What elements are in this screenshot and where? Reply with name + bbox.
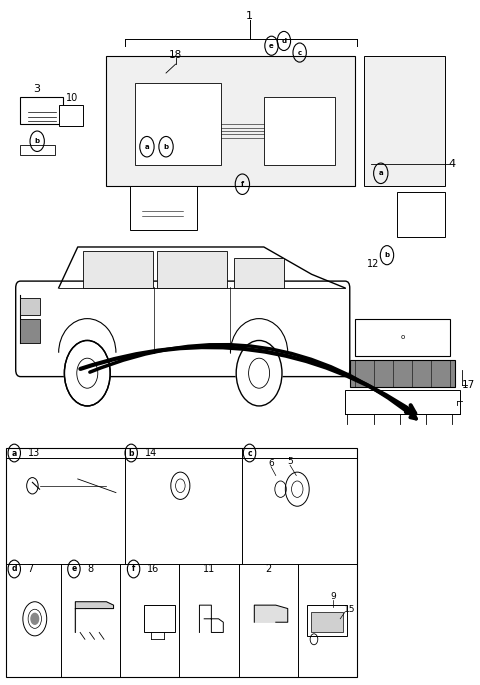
- Circle shape: [64, 340, 110, 406]
- Text: 9: 9: [330, 592, 336, 601]
- Bar: [6, 448, 357, 677]
- Text: f: f: [132, 564, 135, 573]
- FancyBboxPatch shape: [234, 258, 284, 288]
- FancyBboxPatch shape: [16, 281, 350, 377]
- FancyBboxPatch shape: [307, 605, 348, 636]
- Text: 10: 10: [66, 93, 78, 103]
- FancyBboxPatch shape: [397, 192, 445, 237]
- Text: e: e: [72, 564, 76, 573]
- FancyBboxPatch shape: [350, 360, 455, 387]
- Text: c: c: [247, 449, 252, 458]
- Text: f: f: [241, 182, 244, 187]
- FancyArrowPatch shape: [80, 347, 415, 413]
- FancyBboxPatch shape: [144, 605, 175, 632]
- FancyBboxPatch shape: [59, 105, 83, 125]
- Text: d: d: [281, 38, 287, 44]
- FancyBboxPatch shape: [107, 56, 355, 186]
- FancyBboxPatch shape: [21, 298, 39, 315]
- FancyBboxPatch shape: [84, 251, 153, 288]
- Text: 2: 2: [265, 564, 272, 574]
- FancyBboxPatch shape: [21, 97, 63, 124]
- FancyBboxPatch shape: [345, 390, 459, 414]
- FancyBboxPatch shape: [21, 319, 39, 342]
- FancyBboxPatch shape: [364, 56, 445, 186]
- Text: 8: 8: [87, 564, 94, 574]
- Text: b: b: [384, 252, 390, 258]
- Text: e: e: [269, 42, 274, 49]
- Text: 6: 6: [268, 460, 274, 469]
- Text: 16: 16: [147, 564, 159, 574]
- FancyBboxPatch shape: [157, 251, 227, 288]
- FancyBboxPatch shape: [130, 186, 197, 230]
- Text: c: c: [298, 49, 302, 55]
- Text: 18: 18: [169, 49, 182, 60]
- Text: 15: 15: [344, 606, 356, 614]
- Text: o: o: [400, 334, 404, 340]
- Text: 11: 11: [203, 564, 215, 574]
- Text: 14: 14: [144, 448, 157, 458]
- Text: 17: 17: [461, 379, 475, 390]
- FancyBboxPatch shape: [311, 612, 343, 632]
- Text: 3: 3: [34, 84, 41, 94]
- Text: b: b: [35, 138, 40, 145]
- FancyBboxPatch shape: [20, 145, 55, 155]
- FancyBboxPatch shape: [355, 319, 450, 356]
- Text: 5: 5: [287, 458, 293, 466]
- Circle shape: [236, 340, 282, 406]
- FancyBboxPatch shape: [135, 84, 221, 165]
- Text: d: d: [12, 564, 17, 573]
- Text: 13: 13: [28, 448, 40, 458]
- Text: 12: 12: [367, 259, 379, 269]
- Text: 4: 4: [449, 159, 456, 169]
- Circle shape: [31, 613, 38, 624]
- Text: 7: 7: [28, 564, 34, 574]
- Polygon shape: [254, 605, 288, 622]
- Text: b: b: [164, 144, 168, 150]
- Polygon shape: [75, 601, 114, 632]
- Text: a: a: [378, 171, 383, 176]
- Text: b: b: [129, 449, 134, 458]
- Text: a: a: [12, 449, 17, 458]
- FancyBboxPatch shape: [264, 97, 336, 165]
- Text: 1: 1: [246, 12, 253, 21]
- Text: a: a: [144, 144, 149, 150]
